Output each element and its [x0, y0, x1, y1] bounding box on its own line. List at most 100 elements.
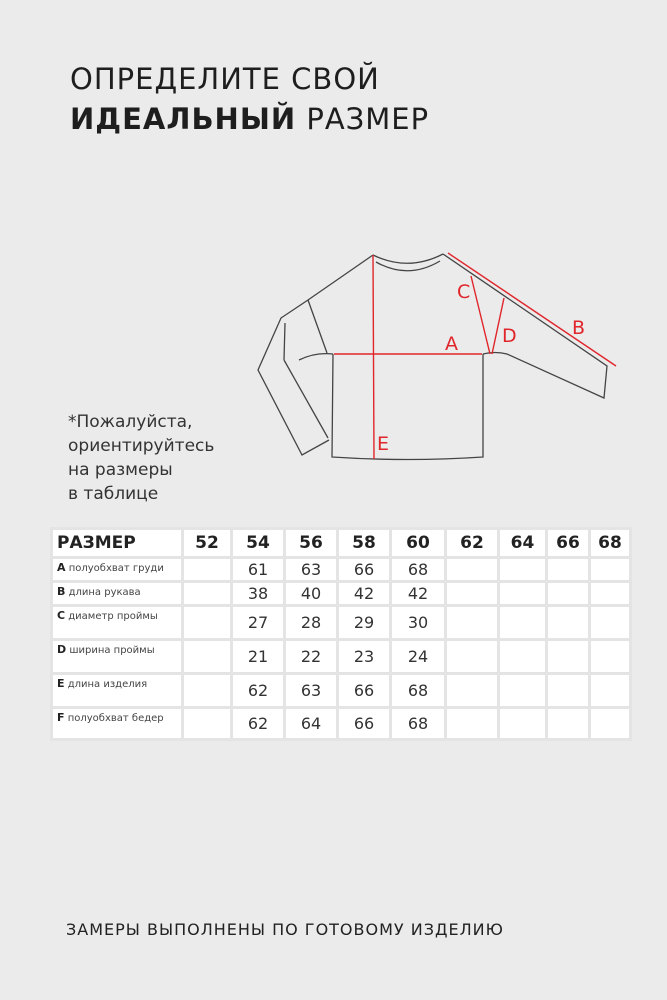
- sweater-outline: [257, 253, 608, 461]
- table-cell: 27: [230, 604, 286, 641]
- row-label: C диаметр проймы: [50, 604, 184, 641]
- sweater-diagram: A B C D E: [257, 252, 617, 461]
- table-cell: 63: [283, 556, 339, 583]
- table-cell: [181, 556, 233, 583]
- table-cell: [444, 604, 500, 641]
- label-b: B: [572, 317, 585, 339]
- note-line: на размеры: [68, 460, 173, 480]
- table-cell: 28: [283, 604, 339, 641]
- table-cell: 68: [389, 672, 447, 709]
- row-label: D ширина проймы: [50, 638, 184, 675]
- table-cell: [588, 604, 632, 641]
- table-cell: 42: [389, 580, 447, 607]
- table-row: C диаметр проймы 27 28 29 30: [50, 604, 632, 641]
- row-name: длина изделия: [67, 679, 148, 690]
- size-header: 52: [181, 527, 233, 559]
- size-header: 62: [444, 527, 500, 559]
- row-name: полуобхват бедер: [67, 713, 164, 724]
- table-cell: [497, 604, 548, 641]
- row-label: E длина изделия: [50, 672, 184, 709]
- row-label: A полуобхват груди: [50, 556, 184, 583]
- measure-d-line: [491, 297, 505, 355]
- table-cell: 40: [283, 580, 339, 607]
- table-row: E длина изделия 62 63 66 68: [50, 672, 632, 709]
- table-cell: [588, 556, 632, 583]
- note-line: *Пожалуйста,: [68, 412, 193, 432]
- table-row: F полуобхват бедер 62 64 66 68: [50, 706, 632, 741]
- table-cell: 68: [389, 556, 447, 583]
- measure-c-line: [470, 275, 491, 355]
- row-name: диаметр проймы: [68, 611, 158, 622]
- footer-note: ЗАМЕРЫ ВЫПОЛНЕНЫ ПО ГОТОВОМУ ИЗДЕЛИЮ: [66, 920, 504, 939]
- table-cell: [545, 672, 591, 709]
- table-cell: [497, 580, 548, 607]
- title-line-2: ИДЕАЛЬНЫЙ РАЗМЕР: [70, 102, 429, 136]
- title-line-1: ОПРЕДЕЛИТЕ СВОЙ: [70, 62, 380, 96]
- table-cell: [444, 556, 500, 583]
- row-name: полуобхват груди: [68, 563, 164, 574]
- table-row: A полуобхват груди 61 63 66 68: [50, 556, 632, 583]
- table-cell: 66: [336, 706, 392, 741]
- header-label: РАЗМЕР: [50, 527, 184, 559]
- table-cell: [444, 706, 500, 741]
- table-cell: 30: [389, 604, 447, 641]
- table-cell: [545, 556, 591, 583]
- table-cell: 61: [230, 556, 286, 583]
- table-cell: [588, 706, 632, 741]
- table-cell: [181, 638, 233, 675]
- title-rest: РАЗМЕР: [296, 102, 430, 136]
- table-cell: 66: [336, 556, 392, 583]
- note-line: ориентируйтесь: [68, 436, 215, 456]
- table-cell: 62: [230, 672, 286, 709]
- table-cell: [181, 580, 233, 607]
- measure-b-line: [447, 252, 617, 367]
- size-header: 64: [497, 527, 548, 559]
- table-cell: 66: [336, 672, 392, 709]
- row-code: C: [57, 609, 66, 622]
- table-cell: 63: [283, 672, 339, 709]
- table-cell: [545, 706, 591, 741]
- label-d: D: [502, 325, 517, 347]
- table-cell: 38: [230, 580, 286, 607]
- size-note: *Пожалуйста, ориентируйтесь на размеры в…: [68, 410, 214, 506]
- table-cell: [181, 672, 233, 709]
- table-row: B длина рукава 38 40 42 42: [50, 580, 632, 607]
- table-cell: [497, 556, 548, 583]
- label-e: E: [377, 433, 389, 455]
- table-row: D ширина проймы 21 22 23 24: [50, 638, 632, 675]
- size-header: 68: [588, 527, 632, 559]
- measure-e-line: [372, 254, 375, 460]
- table-cell: 23: [336, 638, 392, 675]
- table-cell: [588, 638, 632, 675]
- table-cell: [497, 706, 548, 741]
- row-code: B: [57, 585, 66, 598]
- measure-lines: [334, 252, 617, 460]
- row-code: E: [57, 677, 65, 690]
- row-name: длина рукава: [68, 587, 141, 598]
- table-cell: [497, 672, 548, 709]
- label-a: A: [445, 333, 458, 355]
- row-name: ширина проймы: [69, 645, 155, 656]
- row-code: F: [57, 711, 65, 724]
- table-cell: [444, 672, 500, 709]
- row-label: B длина рукава: [50, 580, 184, 607]
- label-c: C: [457, 281, 470, 303]
- table-cell: 22: [283, 638, 339, 675]
- table-cell: 62: [230, 706, 286, 741]
- table-cell: 21: [230, 638, 286, 675]
- size-header: 54: [230, 527, 286, 559]
- row-code: D: [57, 643, 67, 656]
- table-cell: [444, 580, 500, 607]
- row-code: A: [57, 561, 66, 574]
- table-cell: [545, 638, 591, 675]
- title-bold: ИДЕАЛЬНЫЙ: [70, 102, 297, 136]
- table-cell: [444, 638, 500, 675]
- size-header: 60: [389, 527, 447, 559]
- table-cell: [497, 638, 548, 675]
- table-cell: [545, 604, 591, 641]
- size-table: РАЗМЕР 52 54 56 58 60 62 64 66 68 A полуобхват гр…: [50, 527, 632, 741]
- table-header-row: РАЗМЕР 52 54 56 58 60 62 64 66 68: [50, 527, 632, 559]
- size-header: 66: [545, 527, 591, 559]
- table-cell: [588, 672, 632, 709]
- table-cell: 68: [389, 706, 447, 741]
